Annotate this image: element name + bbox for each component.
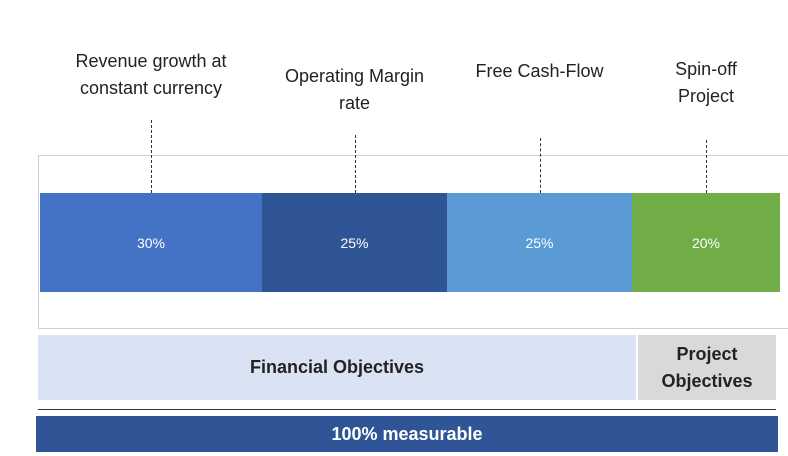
plot-area bbox=[38, 155, 788, 329]
leader-line bbox=[151, 120, 152, 193]
data-label: 25% bbox=[525, 234, 554, 251]
bar-segment bbox=[262, 193, 447, 292]
group-box: Financial Objectives bbox=[38, 335, 636, 400]
bar-segment bbox=[447, 193, 632, 292]
footer-bar: 100% measurable bbox=[36, 416, 778, 452]
data-label: 20% bbox=[691, 234, 721, 251]
separator bbox=[38, 409, 776, 410]
data-label: 30% bbox=[136, 234, 166, 251]
annotation: Revenue growth at constant currency bbox=[75, 51, 227, 98]
leader-line bbox=[354, 135, 356, 193]
group-box: Project Objectives bbox=[638, 335, 776, 400]
annotation: Free Cash-Flow bbox=[475, 61, 604, 81]
bar-segment bbox=[40, 193, 262, 292]
annotation: Operating Margin rate bbox=[284, 66, 425, 113]
data-label: 25% bbox=[340, 234, 369, 251]
annotation: Spin-off Project bbox=[675, 59, 737, 106]
bar-segment bbox=[632, 193, 780, 292]
leader-line bbox=[539, 138, 541, 193]
leader-line bbox=[706, 140, 707, 193]
